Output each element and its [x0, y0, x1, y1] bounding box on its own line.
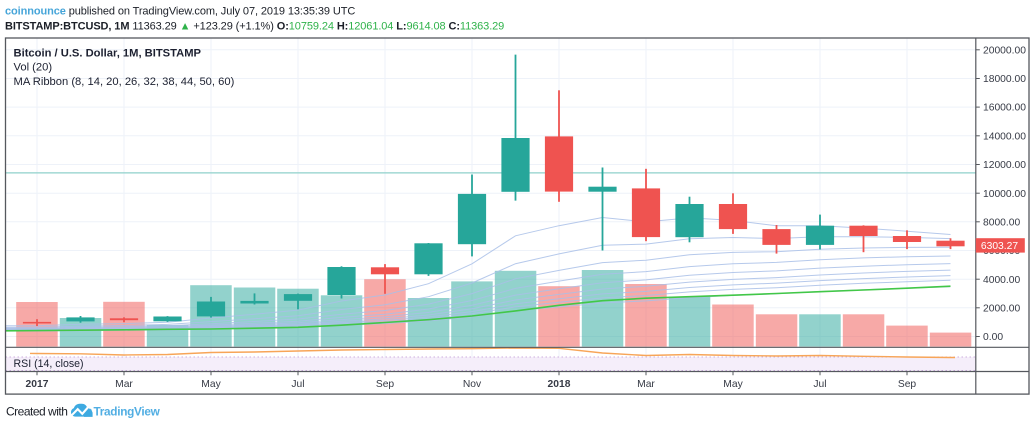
svg-text:Created with: Created with: [6, 405, 67, 419]
svg-text:2000.00: 2000.00: [983, 303, 1020, 314]
svg-text:RSI (14, close): RSI (14, close): [14, 358, 84, 370]
svg-text:MA Ribbon (8, 14, 20, 26, 32,: MA Ribbon (8, 14, 20, 26, 32, 38, 44, 50…: [14, 76, 235, 88]
svg-text:Jul: Jul: [291, 379, 304, 390]
svg-text:Nov: Nov: [463, 379, 482, 390]
svg-text:coinnounce published on Tradin: coinnounce published on TradingView.com,…: [5, 5, 355, 17]
svg-text:2018: 2018: [548, 379, 571, 390]
svg-text:Mar: Mar: [115, 379, 133, 390]
svg-text:16000.00: 16000.00: [983, 103, 1026, 114]
svg-text:Mar: Mar: [637, 379, 655, 390]
svg-text:14000.00: 14000.00: [983, 131, 1026, 142]
svg-text:8000.00: 8000.00: [983, 217, 1020, 228]
svg-text:18000.00: 18000.00: [983, 74, 1026, 85]
svg-text:Sep: Sep: [898, 379, 917, 390]
svg-text:12000.00: 12000.00: [983, 160, 1026, 171]
svg-text:2017: 2017: [26, 379, 49, 390]
svg-text:Sep: Sep: [376, 379, 395, 390]
svg-text:May: May: [723, 379, 743, 390]
svg-text:4000.00: 4000.00: [983, 275, 1020, 286]
svg-text:Vol (20): Vol (20): [14, 62, 53, 74]
svg-text:Jul: Jul: [813, 379, 826, 390]
svg-text:20000.00: 20000.00: [983, 45, 1026, 56]
svg-text:BITSTAMP:BTCUSD, 1M 11363.29 ▲: BITSTAMP:BTCUSD, 1M 11363.29 ▲ +123.29 (…: [5, 21, 504, 33]
svg-text:TradingView: TradingView: [94, 405, 161, 419]
svg-text:6303.27: 6303.27: [981, 241, 1018, 252]
svg-text:10000.00: 10000.00: [983, 189, 1026, 200]
svg-text:May: May: [201, 379, 221, 390]
svg-text:Bitcoin / U.S. Dollar, 1M, BIT: Bitcoin / U.S. Dollar, 1M, BITSTAMP: [14, 48, 202, 60]
svg-text:0.00: 0.00: [983, 332, 1003, 343]
